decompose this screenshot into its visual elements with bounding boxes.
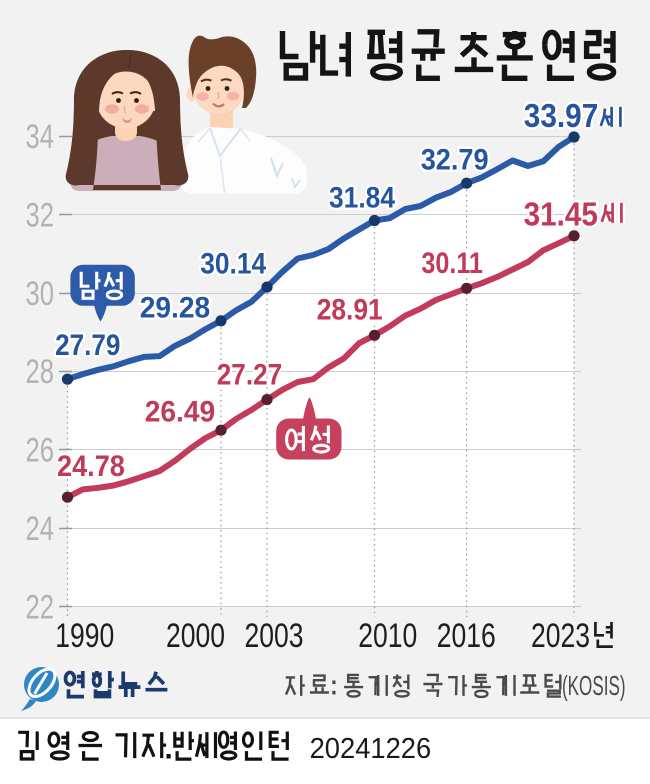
svg-text:26.49: 26.49 — [145, 395, 216, 428]
svg-text:28.91: 28.91 — [317, 294, 383, 327]
svg-text:(KOSIS): (KOSIS) — [562, 670, 626, 701]
svg-text:33.97: 33.97 — [524, 97, 599, 134]
svg-text:1990: 1990 — [55, 617, 114, 655]
svg-text:20241226: 20241226 — [310, 733, 432, 765]
svg-text:24.78: 24.78 — [57, 450, 125, 483]
svg-text:30.14: 30.14 — [200, 247, 267, 280]
svg-text:34: 34 — [26, 118, 55, 156]
svg-text:2023: 2023 — [531, 617, 590, 655]
svg-text:30: 30 — [26, 275, 55, 313]
svg-text:2010: 2010 — [358, 617, 417, 655]
svg-text:31.84: 31.84 — [329, 182, 396, 215]
svg-text:24: 24 — [26, 510, 55, 548]
svg-text:31.45: 31.45 — [524, 196, 598, 233]
svg-text:32: 32 — [26, 196, 55, 234]
svg-text:26: 26 — [26, 432, 55, 470]
svg-text:27.27: 27.27 — [217, 358, 282, 391]
svg-text:29.28: 29.28 — [140, 291, 211, 324]
svg-text:2000: 2000 — [166, 617, 225, 655]
svg-text:22: 22 — [26, 588, 55, 626]
svg-text:2003: 2003 — [245, 617, 304, 655]
svg-text:32.79: 32.79 — [421, 143, 489, 176]
svg-text:27.79: 27.79 — [55, 329, 120, 362]
svg-text:2016: 2016 — [437, 617, 496, 655]
svg-text:30.11: 30.11 — [421, 247, 483, 280]
svg-text:28: 28 — [26, 353, 55, 391]
